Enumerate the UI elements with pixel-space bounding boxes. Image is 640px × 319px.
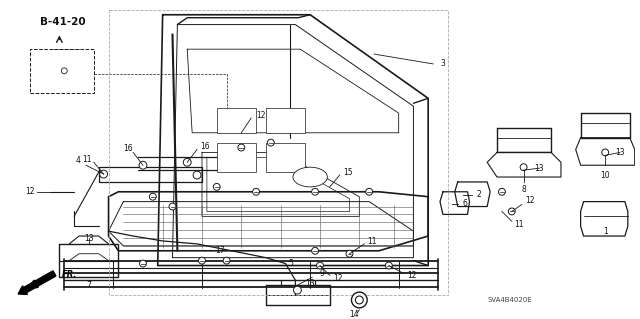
Text: 8: 8: [521, 185, 526, 194]
Circle shape: [294, 286, 301, 294]
Text: 11: 11: [367, 237, 377, 247]
Text: FR.: FR.: [61, 270, 77, 279]
Circle shape: [365, 188, 372, 195]
Text: B-41-20: B-41-20: [40, 17, 85, 27]
Text: 14: 14: [349, 310, 359, 319]
Text: 4: 4: [76, 156, 81, 165]
Circle shape: [198, 257, 205, 264]
Text: 6: 6: [462, 199, 467, 208]
Text: 11: 11: [82, 155, 92, 164]
Circle shape: [268, 139, 275, 146]
Circle shape: [183, 158, 191, 166]
FancyBboxPatch shape: [266, 108, 305, 133]
FancyBboxPatch shape: [217, 143, 256, 172]
Circle shape: [139, 161, 147, 169]
Circle shape: [253, 188, 259, 195]
Text: SVA4B4020E: SVA4B4020E: [487, 297, 532, 303]
Text: 12: 12: [406, 271, 416, 280]
Text: 13: 13: [84, 234, 93, 242]
Circle shape: [351, 292, 367, 308]
Circle shape: [317, 262, 323, 269]
Text: 5: 5: [288, 259, 293, 268]
Text: 12: 12: [525, 196, 534, 205]
Text: 16: 16: [124, 144, 133, 153]
Text: 13: 13: [534, 164, 544, 173]
Text: 11: 11: [514, 220, 524, 229]
Text: 12: 12: [25, 187, 35, 196]
Circle shape: [140, 260, 147, 267]
Circle shape: [149, 193, 156, 200]
Circle shape: [520, 164, 527, 171]
Circle shape: [213, 183, 220, 190]
Circle shape: [312, 247, 319, 254]
Text: 10: 10: [600, 171, 610, 180]
Circle shape: [169, 203, 176, 210]
Circle shape: [193, 171, 201, 179]
Text: 2: 2: [477, 190, 482, 199]
Circle shape: [312, 188, 319, 195]
Circle shape: [499, 188, 506, 195]
Circle shape: [223, 257, 230, 264]
Circle shape: [355, 296, 364, 304]
Text: 13: 13: [615, 148, 625, 157]
Text: 12: 12: [333, 274, 342, 283]
Circle shape: [385, 262, 392, 269]
Circle shape: [100, 170, 108, 178]
Text: 7: 7: [86, 281, 92, 290]
FancyBboxPatch shape: [30, 49, 94, 93]
Text: 3: 3: [440, 59, 445, 69]
Text: 12: 12: [256, 111, 266, 120]
Circle shape: [238, 144, 244, 151]
Text: 16: 16: [200, 142, 210, 151]
Circle shape: [61, 68, 67, 74]
Text: 1: 1: [603, 226, 607, 236]
Text: 13: 13: [305, 279, 315, 288]
Text: 15: 15: [343, 167, 353, 177]
Text: 17: 17: [215, 246, 225, 255]
FancyArrow shape: [18, 271, 56, 294]
FancyBboxPatch shape: [266, 143, 305, 172]
Text: 9: 9: [319, 269, 324, 278]
FancyBboxPatch shape: [217, 108, 256, 133]
Circle shape: [508, 208, 515, 215]
Circle shape: [346, 250, 353, 257]
Ellipse shape: [293, 167, 328, 187]
Circle shape: [602, 149, 609, 156]
